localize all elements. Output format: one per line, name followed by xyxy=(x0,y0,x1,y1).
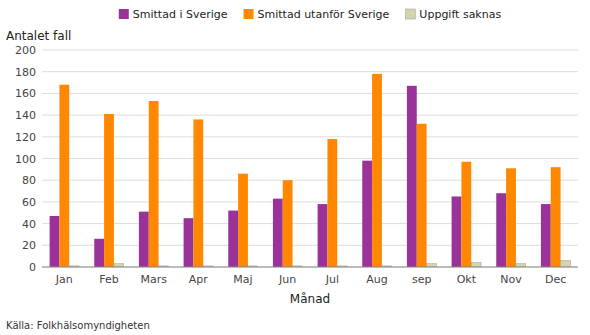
y-tick-label: 0 xyxy=(29,261,36,274)
grid-line xyxy=(42,50,578,51)
x-tick-label: Okt xyxy=(457,273,477,286)
x-tick-label: Jan xyxy=(55,273,73,286)
y-axis-label: Antalet fall xyxy=(6,29,71,43)
x-tick-label: Dec xyxy=(545,273,566,286)
x-tick-label: Jul xyxy=(325,273,339,286)
grid xyxy=(42,50,578,267)
bar xyxy=(59,85,69,267)
bar xyxy=(541,204,551,267)
bar xyxy=(238,174,248,267)
legend-item: Smittad i Sverige xyxy=(119,8,228,21)
x-tick-label: Apr xyxy=(189,273,209,286)
bar xyxy=(461,162,471,267)
legend-item: Uppgift saknas xyxy=(405,8,501,21)
x-tick-label: Mars xyxy=(140,273,167,286)
grid-line xyxy=(42,158,578,159)
bar xyxy=(506,168,516,267)
grid-line xyxy=(42,136,578,137)
legend-swatch xyxy=(405,9,415,19)
legend-item: Smittad utanför Sverige xyxy=(244,8,390,21)
x-tick-label: Feb xyxy=(99,273,118,286)
y-tick-label: 80 xyxy=(22,174,36,187)
bar xyxy=(50,216,60,267)
grid-line xyxy=(42,267,578,268)
y-tick-label: 120 xyxy=(15,131,36,144)
legend-swatch xyxy=(119,9,129,19)
legend: Smittad i Sverige Smittad utanför Sverige… xyxy=(119,8,502,21)
bar xyxy=(362,161,372,267)
bar xyxy=(94,239,104,267)
x-tick-label: Nov xyxy=(500,273,522,286)
bar xyxy=(372,74,382,267)
bar xyxy=(407,86,417,267)
y-tick-label: 60 xyxy=(22,196,36,209)
bar xyxy=(104,114,114,267)
bar xyxy=(318,204,328,267)
bar xyxy=(496,193,506,267)
y-tick-label: 40 xyxy=(22,218,36,231)
y-tick-label: 140 xyxy=(15,109,36,122)
bar xyxy=(149,101,159,267)
bar xyxy=(193,119,203,267)
legend-label: Uppgift saknas xyxy=(419,8,501,21)
bar xyxy=(417,124,427,267)
x-tick-label: Jun xyxy=(278,273,296,286)
x-axis-label: Månad xyxy=(290,292,330,306)
y-tick-label: 180 xyxy=(15,66,36,79)
grid-line xyxy=(42,71,578,72)
y-tick-label: 160 xyxy=(15,87,36,100)
x-tick-label: sep xyxy=(412,273,431,286)
bar xyxy=(228,211,238,267)
y-tick-label: 200 xyxy=(15,44,36,57)
bar xyxy=(471,263,481,267)
y-tick-label: 20 xyxy=(22,239,36,252)
grid-line xyxy=(42,93,578,94)
grid-line xyxy=(42,115,578,116)
legend-label: Smittad utanför Sverige xyxy=(258,8,390,21)
x-axis-line xyxy=(42,267,578,268)
bar xyxy=(273,199,283,267)
x-tick-label: Aug xyxy=(366,273,387,286)
grid-line xyxy=(42,180,578,181)
bar xyxy=(327,139,337,267)
bar xyxy=(283,180,293,267)
chart: 0 20 40 60 80 100 120 140 160 180 200 Jan Feb Mars Apr… xyxy=(0,0,590,335)
x-tick-label: Maj xyxy=(233,273,252,286)
bar xyxy=(184,218,194,267)
bar xyxy=(139,212,149,267)
bar xyxy=(561,260,571,267)
background xyxy=(0,0,590,335)
bar xyxy=(551,167,561,267)
legend-label: Smittad i Sverige xyxy=(133,8,228,21)
bars xyxy=(50,74,571,267)
bar xyxy=(452,196,462,267)
legend-swatch xyxy=(244,9,254,19)
annotation: Källa: Folkhälsomyndigheten xyxy=(6,320,150,331)
y-tick-label: 100 xyxy=(15,153,36,166)
